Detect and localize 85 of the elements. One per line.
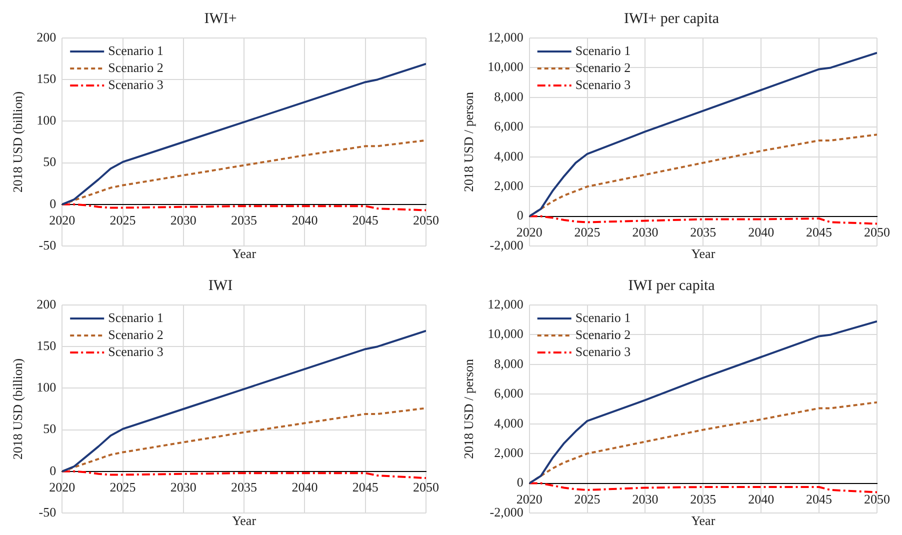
y-tick-label: 12,000 xyxy=(488,29,524,44)
x-tick-label: 2040 xyxy=(292,480,318,495)
y-tick-label: 0 xyxy=(50,462,56,478)
legend-label: Scenario 2 xyxy=(575,326,631,342)
y-axis-title: 2018 USD / person xyxy=(461,91,476,192)
chart-title: IWI xyxy=(208,278,233,294)
x-tick-label: 2050 xyxy=(864,224,890,240)
y-tick-label: -2,000 xyxy=(490,237,524,252)
y-tick-label: 10,000 xyxy=(488,326,524,342)
y-tick-label: 200 xyxy=(36,29,56,44)
y-tick-label: 6,000 xyxy=(494,386,524,401)
legend-label: Scenario 1 xyxy=(108,42,164,58)
x-tick-label: 2025 xyxy=(110,212,136,228)
y-tick-label: 6,000 xyxy=(494,118,524,134)
y-tick-label: 2,000 xyxy=(494,444,524,460)
chart-title: IWI+ per capita xyxy=(624,10,720,27)
y-tick-label: 100 xyxy=(36,112,56,128)
y-tick-label: 0 xyxy=(50,196,56,211)
y-tick-label: 150 xyxy=(36,338,56,354)
x-tick-label: 2030 xyxy=(170,480,196,495)
y-tick-label: 0 xyxy=(516,474,524,490)
y-tick-label: 50 xyxy=(43,154,56,170)
x-tick-label: 2050 xyxy=(413,480,439,495)
x-tick-label: 2020 xyxy=(49,212,76,228)
legend-label: Scenario 3 xyxy=(575,344,631,359)
x-tick-label: 2040 xyxy=(748,492,774,507)
y-tick-label: 8,000 xyxy=(494,88,524,104)
y-tick-label: -50 xyxy=(38,237,56,252)
y-tick-label: -50 xyxy=(38,504,56,520)
x-axis-title: Year xyxy=(232,246,257,261)
y-tick-label: 8,000 xyxy=(494,356,524,371)
line-series xyxy=(529,215,877,225)
legend-label: Scenario 2 xyxy=(575,60,631,75)
x-tick-label: 2025 xyxy=(110,480,136,495)
x-tick-label: 2045 xyxy=(806,492,832,507)
x-tick-label: 2035 xyxy=(690,224,716,240)
x-tick-label: 2020 xyxy=(516,224,542,240)
y-axis-title: 2018 USD (billion) xyxy=(10,358,26,460)
legend-label: Scenario 2 xyxy=(108,60,164,75)
y-tick-label: 200 xyxy=(36,296,56,312)
y-tick-label: -2,000 xyxy=(490,504,524,520)
y-axis-title: 2018 USD / person xyxy=(461,358,476,460)
y-tick-label: 10,000 xyxy=(488,59,524,74)
y-axis-title: 2018 USD (billion) xyxy=(10,91,26,193)
x-tick-label: 2030 xyxy=(170,212,196,228)
x-axis-title: Year xyxy=(691,246,716,261)
y-tick-label: 100 xyxy=(36,380,56,395)
y-tick-label: 4,000 xyxy=(494,415,524,430)
x-axis-title: Year xyxy=(691,512,716,528)
legend-label: Scenario 1 xyxy=(575,42,631,58)
x-tick-label: 2045 xyxy=(352,480,378,495)
x-tick-label: 2045 xyxy=(806,224,832,240)
legend-label: Scenario 1 xyxy=(575,310,631,325)
legend-label: Scenario 3 xyxy=(575,76,631,92)
legend-label: Scenario 3 xyxy=(108,344,164,359)
legend-label: Scenario 2 xyxy=(108,326,164,342)
y-tick-label: 12,000 xyxy=(488,296,524,312)
x-tick-label: 2050 xyxy=(864,492,890,507)
legend-label: Scenario 3 xyxy=(108,76,164,92)
x-tick-label: 2025 xyxy=(574,224,600,240)
y-tick-label: 150 xyxy=(36,71,56,86)
y-tick-label: 2,000 xyxy=(494,178,524,193)
x-tick-label: 2020 xyxy=(516,492,542,507)
chart-title: IWI per capita xyxy=(628,278,716,294)
x-tick-label: 2050 xyxy=(413,212,439,228)
x-tick-label: 2020 xyxy=(49,480,76,495)
y-tick-label: 0 xyxy=(516,208,524,223)
chart-title: IWI+ xyxy=(204,10,237,27)
x-tick-label: 2035 xyxy=(231,212,258,228)
x-tick-label: 2035 xyxy=(690,492,716,507)
x-tick-label: 2040 xyxy=(292,212,318,228)
line-series xyxy=(62,470,426,480)
x-axis-title: Year xyxy=(232,512,257,528)
x-tick-label: 2035 xyxy=(231,480,258,495)
x-tick-label: 2025 xyxy=(574,492,600,507)
x-tick-label: 2040 xyxy=(748,224,774,240)
legend-label: Scenario 1 xyxy=(108,310,164,325)
x-tick-label: 2030 xyxy=(632,224,658,240)
y-tick-label: 4,000 xyxy=(494,148,524,164)
line-series xyxy=(62,139,426,206)
x-tick-label: 2045 xyxy=(352,212,378,228)
line-series xyxy=(62,407,426,472)
y-tick-label: 50 xyxy=(43,421,56,436)
line-series xyxy=(529,482,877,494)
x-tick-label: 2030 xyxy=(632,492,658,507)
